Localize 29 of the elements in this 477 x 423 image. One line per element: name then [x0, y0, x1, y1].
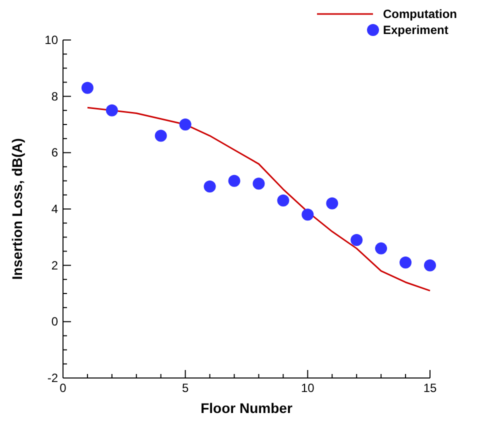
point [400, 256, 412, 269]
y-tick-label: 8 [51, 89, 58, 104]
y-axis-title: Insertion Loss, dB(A) [9, 138, 25, 280]
point [302, 208, 314, 221]
point [179, 118, 192, 130]
y-tick-label: 6 [51, 146, 58, 160]
point [252, 178, 265, 190]
legend-label: Computation [383, 7, 457, 21]
point [81, 82, 94, 94]
x-tick-label: 10 [300, 381, 315, 395]
point [277, 194, 290, 207]
point [106, 104, 118, 116]
y-tick-label: 0 [51, 314, 58, 329]
legend-label: Experiment [383, 23, 448, 37]
point [326, 197, 338, 210]
point [204, 180, 216, 192]
x-tick-label: 5 [182, 381, 189, 395]
y-tick-label: 2 [51, 258, 58, 272]
point [154, 130, 167, 142]
y-tick-label: 4 [51, 202, 58, 216]
y-tick-label: -2 [47, 371, 58, 385]
x-axis-title: Floor Number [200, 400, 293, 416]
point [228, 174, 240, 187]
y-tick-label: 10 [44, 33, 58, 47]
x-tick-label: 15 [423, 381, 437, 395]
point [375, 242, 388, 254]
x-tick-label: 0 [60, 381, 67, 395]
point [350, 234, 363, 246]
point [424, 259, 436, 272]
